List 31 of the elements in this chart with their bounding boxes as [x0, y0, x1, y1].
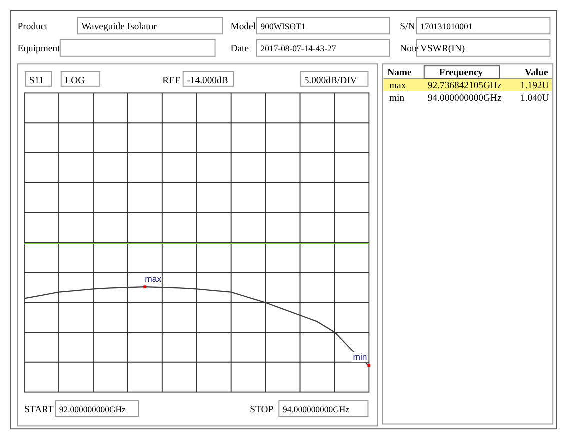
text: Model [230, 21, 256, 32]
text: Waveguide Isolator [82, 21, 158, 32]
text: 94.000000000GHz [428, 92, 502, 104]
text: 900WISOT1 [260, 21, 306, 32]
text: 1.192U [520, 80, 550, 92]
text: START [24, 404, 54, 416]
text: S/N [400, 21, 416, 32]
text: Product [18, 21, 48, 32]
text: VSWR(IN) [420, 44, 466, 55]
text: Name [388, 68, 412, 79]
text: REF [162, 76, 182, 87]
text: max [390, 80, 406, 92]
annotation: max [145, 274, 162, 284]
text: STOP [250, 404, 274, 416]
text: min [390, 92, 405, 104]
text: Note [400, 44, 419, 55]
text: S11 [29, 76, 44, 87]
text: Equipment [18, 44, 61, 55]
text: LOG [65, 76, 86, 87]
text: Date [230, 44, 250, 55]
text: 5.000dB/DIV [304, 76, 358, 87]
text: Value [524, 68, 549, 79]
text: 2017-08-07-14-43-27 [260, 44, 337, 54]
text: 92.736842105GHz [428, 80, 502, 92]
text: -14.000dB [187, 76, 228, 87]
text: Frequency [439, 68, 484, 79]
text: 92.000000000GHz [59, 404, 126, 415]
text: 94.000000000GHz [283, 404, 350, 415]
annotation: min [353, 352, 368, 362]
text: 170131010001 [420, 21, 473, 32]
text: 1.040U [520, 92, 550, 104]
